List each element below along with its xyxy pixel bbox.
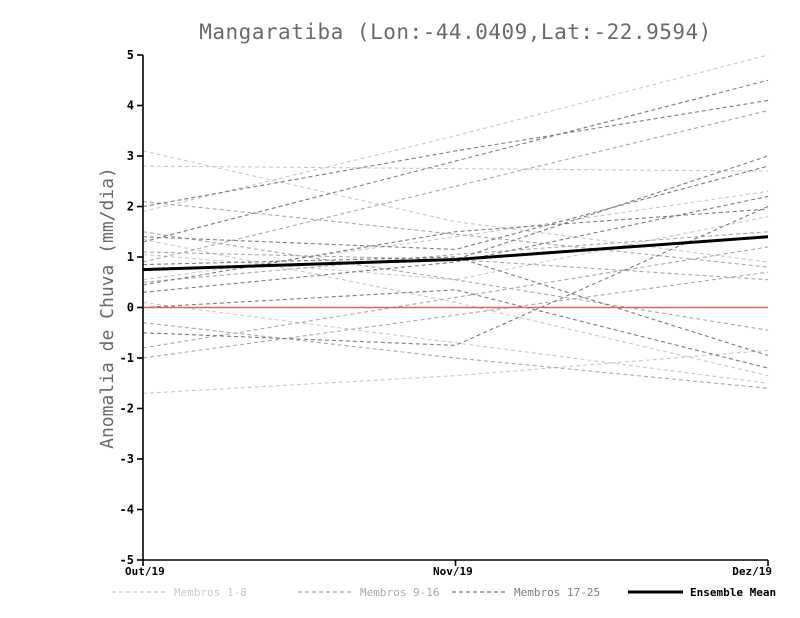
y-tick-label: -3 [120, 452, 134, 466]
chart-title: Mangaratiba (Lon:-44.0409,Lat:-22.9594) [199, 20, 712, 44]
ensemble-member-line [142, 349, 769, 394]
ensemble-member-line [142, 79, 769, 243]
y-tick-label: -2 [120, 402, 134, 416]
ensemble-member-line [142, 110, 769, 263]
ensemble-member-line [142, 271, 769, 359]
ensemble-member-line [142, 205, 769, 346]
y-tick-label: 4 [127, 99, 134, 113]
x-tick-label-out19: Out/19 [125, 565, 165, 578]
y-tick-label: 1 [127, 250, 134, 264]
ensemble-mean-line [142, 235, 769, 272]
legend-label: Membros 17-25 [514, 586, 600, 599]
ensemble-member-line [142, 155, 769, 271]
ensemble-member-line [142, 165, 769, 250]
x-tick-label-dez19: Dez/19 [732, 565, 772, 578]
ensemble-member-line [142, 165, 769, 172]
ensemble-member-line [142, 238, 769, 377]
ensemble-member-line [142, 216, 769, 281]
ensemble-member-line [142, 256, 769, 356]
y-tick-label: 0 [127, 301, 134, 315]
legend-label: Membros 9-16 [360, 586, 439, 599]
x-tick-label-nov19: Nov/19 [433, 565, 473, 578]
y-tick-label: 2 [127, 200, 134, 214]
legend-label: Membros 1-8 [174, 586, 247, 599]
ensemble-member-line [142, 289, 769, 369]
legend-label: Ensemble Mean [690, 586, 776, 599]
ensemble-member-line [142, 54, 769, 213]
y-axis-label: Anomalia de Chuva (mm/dia) [97, 167, 118, 449]
y-tick-label: 3 [127, 149, 134, 163]
ensemble-member-line [142, 231, 769, 331]
y-tick-label: 5 [127, 48, 134, 62]
ensemble-member-line [142, 246, 769, 349]
ensemble-member-line [142, 99, 769, 208]
y-tick-label: -5 [120, 553, 134, 567]
ensemble-member-line [142, 200, 769, 268]
y-tick-label: -4 [120, 503, 134, 517]
ensemble-member-line [142, 322, 769, 389]
y-tick-label: -1 [120, 351, 134, 365]
ensemble-member-line [142, 251, 769, 281]
ensemble-member-line [142, 195, 769, 293]
ensemble-member-line [142, 301, 769, 384]
ensemble-member-line [142, 150, 769, 263]
